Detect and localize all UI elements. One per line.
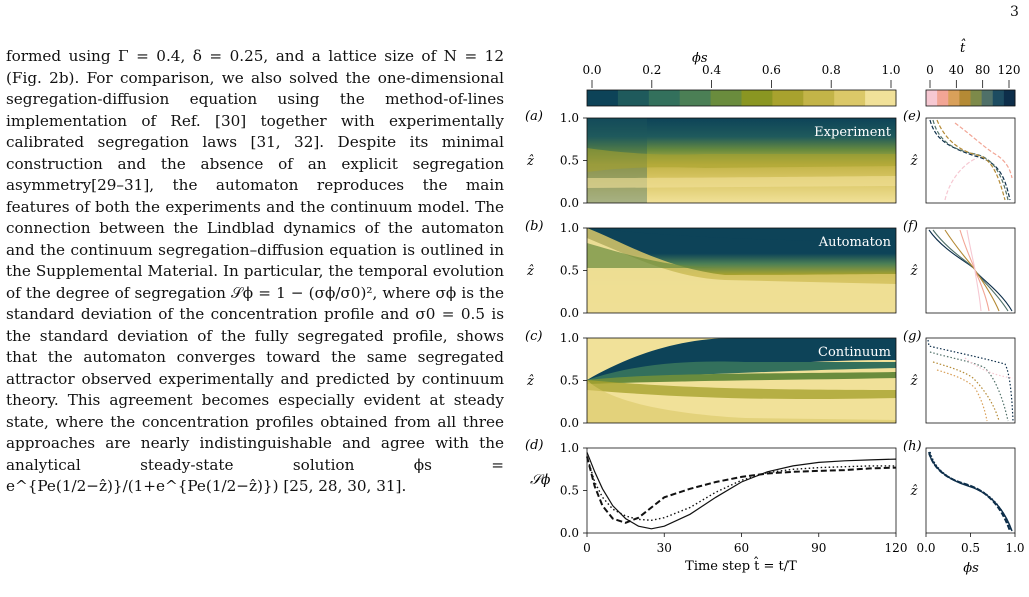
body-text: formed using Γ = 0.4, δ = 0.25, and a la… bbox=[6, 46, 504, 498]
panel-g: (g) bbox=[903, 329, 1016, 424]
colorbar-phi-swatch bbox=[679, 90, 712, 106]
panel-f: (f) bbox=[903, 219, 1016, 314]
panel-h: (h) bbox=[903, 439, 1016, 534]
phi-axis-label: ϕs bbox=[963, 561, 979, 576]
colorbar-phi: ϕs 0.0 0.2 0.4 0.6 0.8 1.0 bbox=[582, 51, 901, 107]
colorbar-t-swatch bbox=[948, 90, 960, 106]
panel-b: Automaton (b) bbox=[525, 219, 897, 314]
colorbar-t-swatch bbox=[1003, 90, 1016, 106]
colorbar-phi-tick-label: 0.8 bbox=[822, 63, 841, 77]
time-axis-label: Time step t̂ = t/T bbox=[685, 556, 797, 574]
panel-e: (e) bbox=[903, 109, 1016, 204]
phi-tick-label: 1.0 bbox=[1005, 541, 1024, 555]
time-tick-label: 60 bbox=[734, 541, 749, 555]
profile-y-label: ẑ bbox=[910, 374, 918, 389]
colorbar-phi-label: ϕs bbox=[692, 51, 708, 66]
panel-b-tag: (b) bbox=[525, 219, 543, 234]
panel-d-tag: (d) bbox=[525, 438, 543, 453]
colorbar-t-swatches bbox=[926, 90, 1016, 106]
paragraph: formed using Γ = 0.4, δ = 0.25, and a la… bbox=[6, 47, 504, 495]
heatmap-y-tick-label: 1.0 bbox=[560, 221, 579, 235]
colorbar-phi-tick-label: 0.4 bbox=[702, 63, 721, 77]
heatmap-y-tick-label: 0.5 bbox=[560, 154, 579, 168]
panel-a-title: Experiment bbox=[814, 125, 892, 140]
heatmap-y-label: ẑ bbox=[526, 154, 534, 169]
colorbar-phi-swatch bbox=[741, 90, 773, 106]
d-y-tick-label: 0.5 bbox=[560, 484, 579, 498]
panel-a: Experiment (a) bbox=[525, 109, 897, 204]
colorbar-t-tick-label: 0 bbox=[926, 63, 934, 77]
panel-b-title: Automaton bbox=[818, 235, 892, 250]
colorbar-t-label: t̂ bbox=[960, 38, 966, 56]
heatmap-y-tick-label: 0.0 bbox=[560, 306, 579, 320]
colorbar-phi-swatch bbox=[803, 90, 835, 106]
profile-axes: ẑ ẑ ẑ ẑ 0.0 0.5 1.0 bbox=[910, 154, 1025, 555]
colorbar-phi-tick-label: 0.6 bbox=[762, 63, 781, 77]
page-number: 3 bbox=[1010, 4, 1019, 20]
time-tick-label: 90 bbox=[811, 541, 826, 555]
series-line-solid bbox=[586, 452, 897, 530]
heatmap-y-tick-label: 0.5 bbox=[560, 264, 579, 278]
heatmap-y-label: ẑ bbox=[526, 374, 534, 389]
panel-c-title: Continuum bbox=[818, 345, 891, 360]
colorbar-phi-swatch bbox=[834, 90, 866, 106]
colorbar-t-swatch bbox=[992, 90, 1005, 106]
figure: ϕs 0.0 0.2 0.4 0.6 0.8 1.0 t̂ 0 40 80 120 Experi… bbox=[505, 28, 1029, 593]
heatmap-y-tick-label: 1.0 bbox=[560, 331, 579, 345]
panel-a-tag: (a) bbox=[525, 109, 543, 124]
heatmap-y-label: ẑ bbox=[526, 264, 534, 279]
series-line-dotted bbox=[586, 456, 896, 522]
colorbar-t-tick-label: 120 bbox=[998, 63, 1021, 77]
colorbar-t-swatch bbox=[926, 90, 938, 106]
colorbar-phi-ticks: 0.0 0.2 0.4 0.6 0.8 1.0 bbox=[582, 63, 901, 88]
heatmap-y-tick-label: 0.0 bbox=[560, 196, 579, 210]
colorbar-phi-swatch bbox=[617, 90, 650, 106]
panel-f-tag: (f) bbox=[903, 219, 918, 234]
heatmap-y-axes: 0.0 0.5 1.0 ẑ 0.0 0.5 1.0 ẑ 0.0 0.5 1.0 ẑ bbox=[526, 111, 587, 430]
colorbar-t-ticks: 0 40 80 120 bbox=[926, 63, 1020, 88]
colorbar-t-swatch bbox=[937, 90, 949, 106]
colorbar-phi-swatch bbox=[587, 90, 619, 106]
panel-d-series bbox=[586, 452, 897, 530]
colorbar-t-swatch bbox=[959, 90, 971, 106]
time-tick-label: 0 bbox=[583, 541, 591, 555]
panel-g-tag: (g) bbox=[903, 329, 921, 344]
phi-tick-label: 0.0 bbox=[916, 541, 935, 555]
time-tick-label: 120 bbox=[885, 541, 908, 555]
colorbar-t-tick-label: 80 bbox=[975, 63, 990, 77]
d-y-tick-label: 1.0 bbox=[560, 441, 579, 455]
panel-d-ylabel: 𝒮ϕ bbox=[530, 472, 551, 488]
time-tick-label: 30 bbox=[657, 541, 672, 555]
panel-c-tag: (c) bbox=[525, 329, 542, 344]
series-line-dashed bbox=[586, 456, 897, 524]
panel-e-tag: (e) bbox=[903, 109, 921, 124]
colorbar-phi-swatch bbox=[865, 90, 897, 106]
colorbar-t-swatch bbox=[970, 90, 983, 106]
colorbar-phi-swatch bbox=[648, 90, 681, 106]
heatmap-y-tick-label: 0.0 bbox=[560, 416, 579, 430]
colorbar-t-swatch bbox=[981, 90, 994, 106]
colorbar-t: t̂ 0 40 80 120 bbox=[925, 38, 1020, 107]
colorbar-phi-tick-label: 0.2 bbox=[642, 63, 661, 77]
panel-d-axes: 0.0 0.5 1.0 0 30 60 90 120 bbox=[560, 441, 908, 555]
profile-y-label: ẑ bbox=[910, 264, 918, 279]
colorbar-phi-swatch bbox=[710, 90, 742, 106]
colorbar-phi-swatches bbox=[587, 90, 897, 106]
heatmap-y-tick-label: 0.5 bbox=[560, 374, 579, 388]
colorbar-phi-swatch bbox=[772, 90, 804, 106]
phi-tick-label: 0.5 bbox=[961, 541, 980, 555]
panel-c: Continuum (c) bbox=[525, 329, 897, 424]
colorbar-t-tick-label: 40 bbox=[949, 63, 964, 77]
heatmap-y-tick-label: 1.0 bbox=[560, 111, 579, 125]
colorbar-phi-tick-label: 1.0 bbox=[881, 63, 900, 77]
panel-d: 0.0 0.5 1.0 0 30 60 90 120 (d) 𝒮ϕ Time step t̂ … bbox=[525, 438, 907, 574]
profile-y-label: ẑ bbox=[910, 154, 918, 169]
profile-y-label: ẑ bbox=[910, 484, 918, 499]
d-y-tick-label: 0.0 bbox=[560, 526, 579, 540]
panel-h-tag: (h) bbox=[903, 439, 922, 454]
figure-svg: ϕs 0.0 0.2 0.4 0.6 0.8 1.0 t̂ 0 40 80 120 Experi… bbox=[525, 38, 1025, 576]
colorbar-phi-tick-label: 0.0 bbox=[582, 63, 601, 77]
